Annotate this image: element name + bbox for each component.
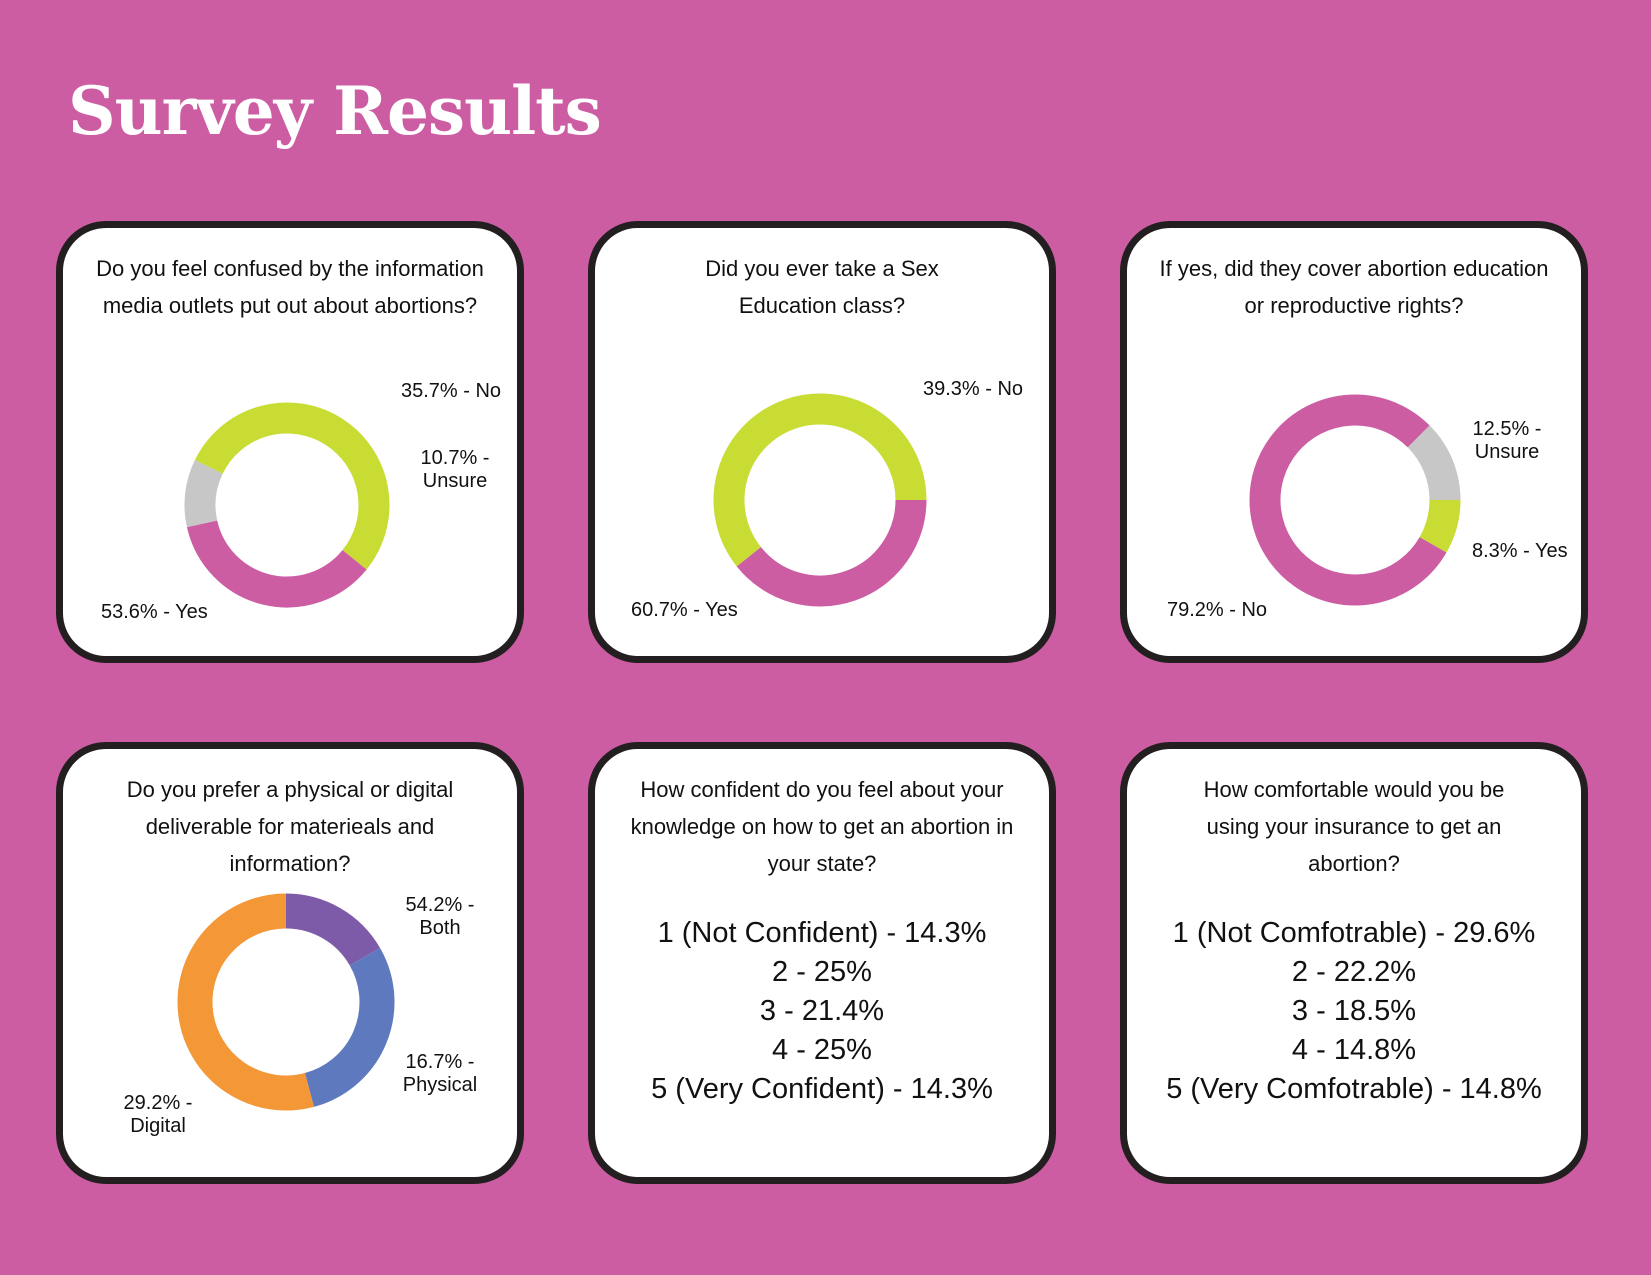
rating-list: 1 (Not Comfotrable) - 29.6% 2 - 22.2% 3 … [1127, 914, 1581, 1109]
card-question: Did you ever take a Sex Education class? [705, 256, 939, 318]
donut-chart-deliverable [177, 893, 395, 1111]
survey-card-abortion-coverage: If yes, did they cover abortion educatio… [1120, 221, 1588, 663]
survey-card-confused: Do you feel confused by the information … [56, 221, 524, 663]
slice-label-both: 54.2% - Both [405, 894, 475, 939]
donut-slice-no [736, 499, 927, 607]
page-title: Survey Results [68, 72, 602, 150]
slice-label-yes: 60.7% - Yes [631, 599, 738, 621]
slice-label-unsure: 12.5% - Unsure [1472, 418, 1542, 463]
slice-label-no: 35.7% - No [401, 380, 502, 402]
donut-slice-yes [194, 402, 390, 570]
rating-item: 1 (Not Confident) - 14.3% [657, 917, 987, 949]
rating-item: 4 - 25% [772, 1034, 872, 1066]
slice-label-unsure: 10.7% - Unsure [420, 447, 490, 492]
survey-card-deliverable: Do you prefer a physical or digital deli… [56, 742, 524, 1184]
card-question: How comfortable would you be using your … [1203, 777, 1505, 876]
card-question: If yes, did they cover abortion educatio… [1159, 256, 1549, 318]
card-question: Do you prefer a physical or digital deli… [126, 777, 454, 876]
donut-slice-physical [285, 893, 381, 966]
donut-slice-yes [713, 393, 927, 567]
rating-item: 5 (Very Confident) - 14.3% [651, 1073, 993, 1105]
donut-slice-unsure [184, 460, 224, 528]
donut-chart-confused [184, 402, 390, 608]
rating-list: 1 (Not Confident) - 14.3% 2 - 25% 3 - 21… [595, 914, 1049, 1109]
slice-label-physical: 16.7% - Physical [402, 1051, 478, 1096]
rating-item: 2 - 25% [772, 956, 872, 988]
donut-chart-sex-education [713, 393, 927, 607]
rating-item: 1 (Not Comfotrable) - 29.6% [1172, 917, 1536, 949]
survey-card-confidence: How confident do you feel about your kno… [588, 742, 1056, 1184]
slice-label-no: 79.2% - No [1167, 599, 1268, 621]
donut-slice-yes [1419, 499, 1461, 553]
donut-slice-no [186, 519, 367, 608]
card-question: Do you feel confused by the information … [96, 256, 484, 318]
rating-item: 4 - 14.8% [1291, 1034, 1417, 1066]
slice-label-yes: 53.6% - Yes [101, 601, 208, 623]
donut-chart-abortion-coverage [1249, 394, 1461, 606]
slice-label-no: 39.3% - No [923, 378, 1024, 400]
rating-item: 3 - 21.4% [759, 995, 885, 1027]
donut-slice-digital [304, 947, 395, 1107]
donut-slice-no [1249, 394, 1447, 606]
rating-item: 2 - 22.2% [1291, 956, 1417, 988]
slice-label-digital: 29.2% - Digital [123, 1092, 193, 1137]
survey-card-insurance: How comfortable would you be using your … [1120, 742, 1588, 1184]
card-question: How confident do you feel about your kno… [630, 777, 1014, 876]
donut-slice-unsure [1407, 425, 1461, 501]
rating-item: 5 (Very Comfotrable) - 14.8% [1166, 1073, 1542, 1105]
slice-label-yes: 8.3% - Yes [1472, 540, 1568, 562]
rating-item: 3 - 18.5% [1291, 995, 1417, 1027]
donut-slice-both [177, 893, 314, 1111]
survey-card-sex-education: Did you ever take a Sex Education class?… [588, 221, 1056, 663]
